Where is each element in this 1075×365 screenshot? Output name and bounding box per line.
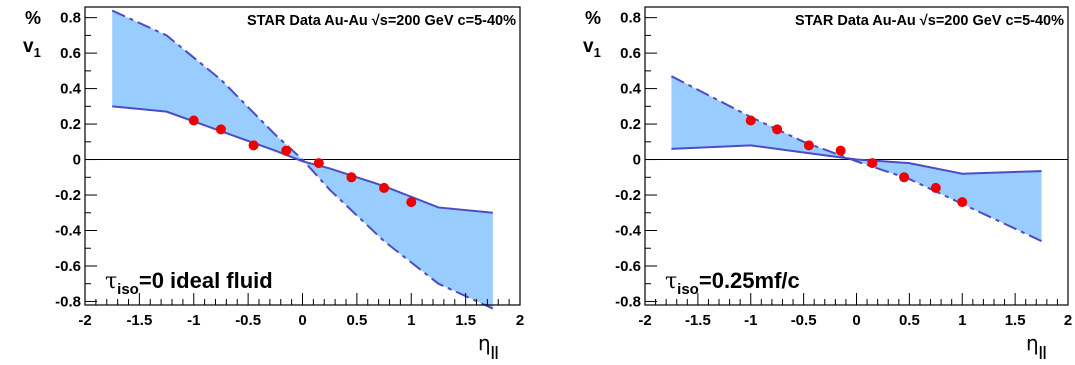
data-point: [803, 140, 814, 151]
x-tick-label: -0.5: [791, 312, 817, 329]
annotation-symbol: τ: [665, 269, 677, 294]
annotation-subscript: iso: [677, 281, 699, 298]
data-point: [835, 145, 846, 156]
right-panel: -2 -1.5 -1 -0.5 0 0.5 1 1.5 2 0.8 0.6 0.4 0.2 0 -0.2 -0…: [583, 6, 1072, 359]
x-tick-label: 1.5: [1005, 312, 1026, 329]
x-tick-label: -0.5: [235, 312, 261, 329]
data-point: [772, 124, 783, 135]
x-tick-label: 0.5: [899, 312, 920, 329]
x-axis-label: η||: [478, 331, 499, 359]
y-tick-label: -0.8: [615, 293, 641, 310]
y-axis-label-symbol: v: [583, 36, 594, 57]
x-tick-label: -2: [78, 312, 91, 329]
annotation-text: =0.25mf/c: [699, 268, 800, 293]
x-tick-label: 2: [516, 312, 524, 329]
y-tick-label: 0: [73, 152, 81, 169]
y-tick-label: -0.4: [55, 223, 82, 240]
data-point: [930, 182, 941, 193]
data-point: [248, 140, 259, 151]
x-tick-label: 2: [1064, 312, 1072, 329]
y-tick-label: -0.2: [615, 187, 641, 204]
x-tick-label: 1: [407, 312, 415, 329]
model-annotation: τiso=0 ideal fluid: [105, 268, 273, 298]
x-tick-label: -1.5: [126, 312, 152, 329]
y-axis-label: v1: [583, 36, 601, 60]
data-point: [745, 115, 756, 126]
y-tick-label: 0.6: [60, 45, 81, 62]
y-axis-unit: %: [25, 8, 41, 28]
y-tick-label: -0.2: [55, 187, 81, 204]
y-tick-label: -0.6: [615, 258, 641, 275]
x-tick-label: 0.5: [346, 312, 367, 329]
y-tick-label: 0.8: [60, 10, 81, 27]
data-point: [867, 158, 878, 169]
x-tick-label: -1: [187, 312, 200, 329]
data-point: [379, 182, 390, 193]
data-point: [188, 115, 199, 126]
y-axis-label: v1: [23, 36, 41, 60]
x-axis-label-symbol: η: [478, 331, 491, 355]
y-tick-label: 0.6: [620, 45, 641, 62]
band-dashed-edge: [111, 9, 494, 310]
left-panel: -2 -1.5 -1 -0.5 0 0.5 1 1.5 2 0.8 0.6 0.4 0.2 0 -0.2 -0…: [23, 6, 524, 359]
x-tick-label: 1: [958, 312, 966, 329]
data-point: [313, 158, 324, 169]
y-axis-unit: %: [585, 8, 601, 28]
x-tick-label: 0: [298, 312, 306, 329]
y-axis-label-subscript: 1: [34, 45, 41, 60]
y-tick-label: -0.6: [55, 258, 81, 275]
annotation-text: =0 ideal fluid: [139, 268, 273, 293]
model-annotation: τiso=0.25mf/c: [665, 268, 800, 298]
y-axis-label-subscript: 1: [594, 45, 601, 60]
y-tick-label: 0.4: [620, 81, 642, 98]
y-tick-label: -0.4: [615, 223, 642, 240]
data-point: [281, 145, 292, 156]
band-solid-edge: [112, 105, 493, 214]
band-solid-edge: [671, 144, 1042, 175]
data-header: STAR Data Au-Au √s=200 GeV c=5-40%: [795, 13, 1064, 29]
x-axis-label-subscript: ||: [491, 343, 499, 359]
x-tick-label: -2: [638, 312, 651, 329]
annotation-subscript: iso: [117, 281, 139, 298]
y-tick-label: 0.8: [620, 10, 641, 27]
annotation-symbol: τ: [105, 269, 117, 294]
x-tick-label: 0: [852, 312, 860, 329]
x-tick-label: 1.5: [455, 312, 476, 329]
x-tick-label: -1: [744, 312, 757, 329]
x-axis-label-subscript: ||: [1039, 343, 1047, 359]
y-axis-label-symbol: v: [23, 36, 34, 57]
y-tick-label: 0.4: [60, 81, 82, 98]
x-tick-label: -1.5: [685, 312, 711, 329]
data-point: [957, 197, 968, 208]
data-point: [899, 172, 910, 183]
data-point: [346, 172, 357, 183]
data-point: [406, 197, 417, 208]
data-point: [215, 124, 226, 135]
y-tick-label: 0.2: [60, 116, 81, 133]
y-tick-label: 0.2: [620, 116, 641, 133]
plot-frame: [644, 6, 1069, 306]
data-header: STAR Data Au-Au √s=200 GeV c=5-40%: [247, 13, 516, 29]
y-tick-label: -0.8: [55, 293, 81, 310]
x-axis-label: η||: [1026, 331, 1047, 359]
y-tick-label: 0: [633, 152, 641, 169]
x-axis-label-symbol: η: [1026, 331, 1039, 355]
